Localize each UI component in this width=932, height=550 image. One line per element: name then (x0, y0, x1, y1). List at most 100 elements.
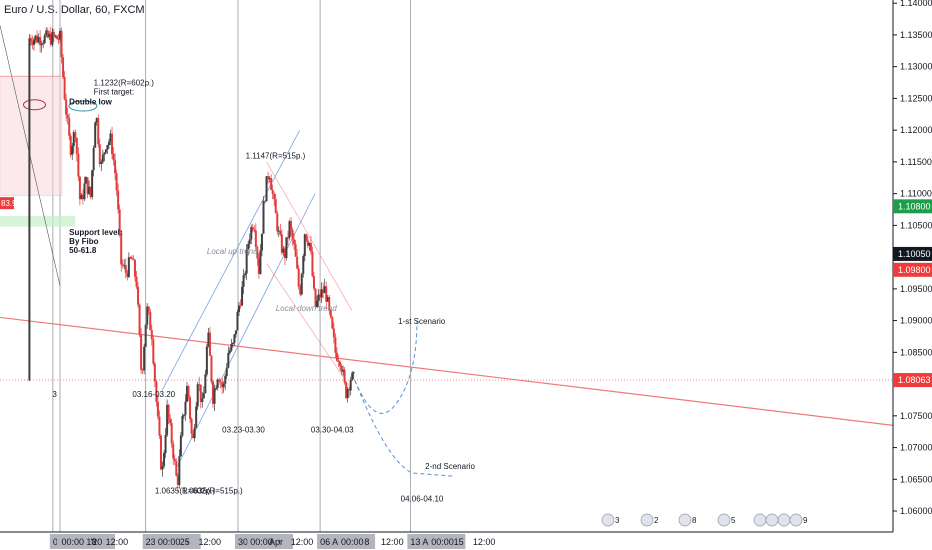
edge-3-label: 3 (52, 390, 57, 399)
candle-body (228, 350, 231, 353)
candle-body (189, 397, 192, 419)
candle-body (276, 213, 279, 232)
candle-body (147, 306, 150, 312)
candle-body (170, 423, 173, 444)
candle-body (253, 229, 256, 231)
time-label-bg (338, 534, 371, 549)
candle-body (345, 382, 348, 398)
price-tick-label: 1.09500 (900, 284, 932, 294)
candle-body (251, 227, 254, 230)
event-flag-icon[interactable] (789, 513, 803, 527)
annotations: 1.1232(R=602p.)First target:Double low Su… (0, 79, 808, 527)
candle-body (55, 35, 58, 39)
candle-body (207, 332, 210, 347)
candle-body (187, 386, 190, 398)
candle-body (37, 37, 40, 43)
candle-body (265, 176, 268, 202)
candle-body (300, 273, 303, 295)
candle-body (127, 257, 130, 277)
candle-body (334, 337, 337, 353)
event-flag-icon[interactable] (601, 513, 615, 527)
candle-body (192, 433, 195, 439)
candle-body (219, 381, 222, 383)
price-tick-label: 1.12500 (900, 93, 932, 103)
candle-body (72, 132, 75, 147)
candle-body (204, 374, 207, 394)
price-tick-label: 1.06500 (900, 474, 932, 484)
price-tick-label: 1.13500 (900, 30, 932, 40)
candle-body (103, 152, 106, 155)
candle-body (71, 146, 74, 155)
candle-body (271, 189, 274, 194)
left-price-badge-label: 83.9 (1, 199, 17, 208)
event-flag-icon[interactable] (753, 513, 767, 527)
candle-body (81, 194, 84, 200)
candle-body (132, 259, 135, 261)
candle-body (352, 372, 355, 374)
candle-body (299, 286, 302, 295)
candle-body (335, 352, 338, 361)
local-up-trend-label: Local up trend (207, 247, 258, 256)
candle-body (244, 273, 247, 276)
candle-body (129, 257, 132, 259)
time-label: 00:00 (431, 537, 454, 547)
candle-body (69, 135, 72, 155)
candle-body (52, 31, 55, 37)
event-flag-icon[interactable] (765, 513, 779, 527)
event-count: 9 (803, 516, 808, 525)
price-badge-bid (893, 262, 932, 277)
scenario-1-label: 1-st Scenario (398, 317, 446, 326)
candle-body (98, 144, 101, 164)
candle-body (172, 443, 175, 459)
candle-body (349, 380, 352, 391)
candle-body (309, 242, 312, 252)
candle-body (291, 229, 294, 240)
scenario-2-path (354, 380, 453, 477)
time-label: 8 (364, 537, 369, 547)
candle-body (285, 237, 288, 258)
candle-body (306, 240, 309, 246)
candle-body (80, 194, 83, 200)
candle-body (46, 30, 49, 38)
candle-body (190, 418, 193, 434)
time-label: 25 (180, 537, 190, 547)
time-label: Apr (269, 537, 283, 547)
candle-body (293, 239, 296, 245)
event-count: 2 (654, 516, 659, 525)
candle-body (173, 458, 176, 462)
event-flag-icon[interactable] (640, 513, 654, 527)
low-label-2-label: 1.0635(R=515p.) (182, 486, 243, 495)
candle-body (115, 173, 118, 191)
candle-body (175, 461, 178, 476)
candle-body (241, 286, 244, 306)
week-3-label: 03.30-04.03 (311, 425, 354, 434)
down-channel-bottom (266, 263, 353, 391)
candle-body (268, 178, 271, 180)
event-flag-icon[interactable] (777, 513, 791, 527)
candle-body (267, 176, 270, 179)
candle-body (328, 297, 331, 310)
candle-body (94, 122, 97, 148)
candle-body (118, 209, 121, 231)
candle-body (54, 35, 57, 37)
candle-body (303, 234, 306, 257)
candle-body (224, 375, 227, 384)
price-badge-last (893, 373, 932, 388)
candle-body (91, 170, 94, 197)
candle-body (308, 242, 311, 246)
event-flag-icon[interactable] (717, 513, 731, 527)
candle-body (31, 42, 34, 45)
price-tick-label: 1.14000 (900, 0, 932, 8)
candle-body (138, 304, 141, 335)
chart-title: Euro / U.S. Dollar, 60, FXCM (4, 4, 145, 16)
candle-body (337, 360, 340, 362)
candle-body (222, 383, 225, 388)
candle-body (63, 76, 66, 100)
candle-body (234, 330, 237, 335)
time-label: 12:00 (198, 537, 221, 547)
candle-body (259, 250, 262, 274)
candle-body (282, 248, 285, 253)
event-flag-icon[interactable] (678, 513, 692, 527)
candle-body (302, 256, 305, 274)
